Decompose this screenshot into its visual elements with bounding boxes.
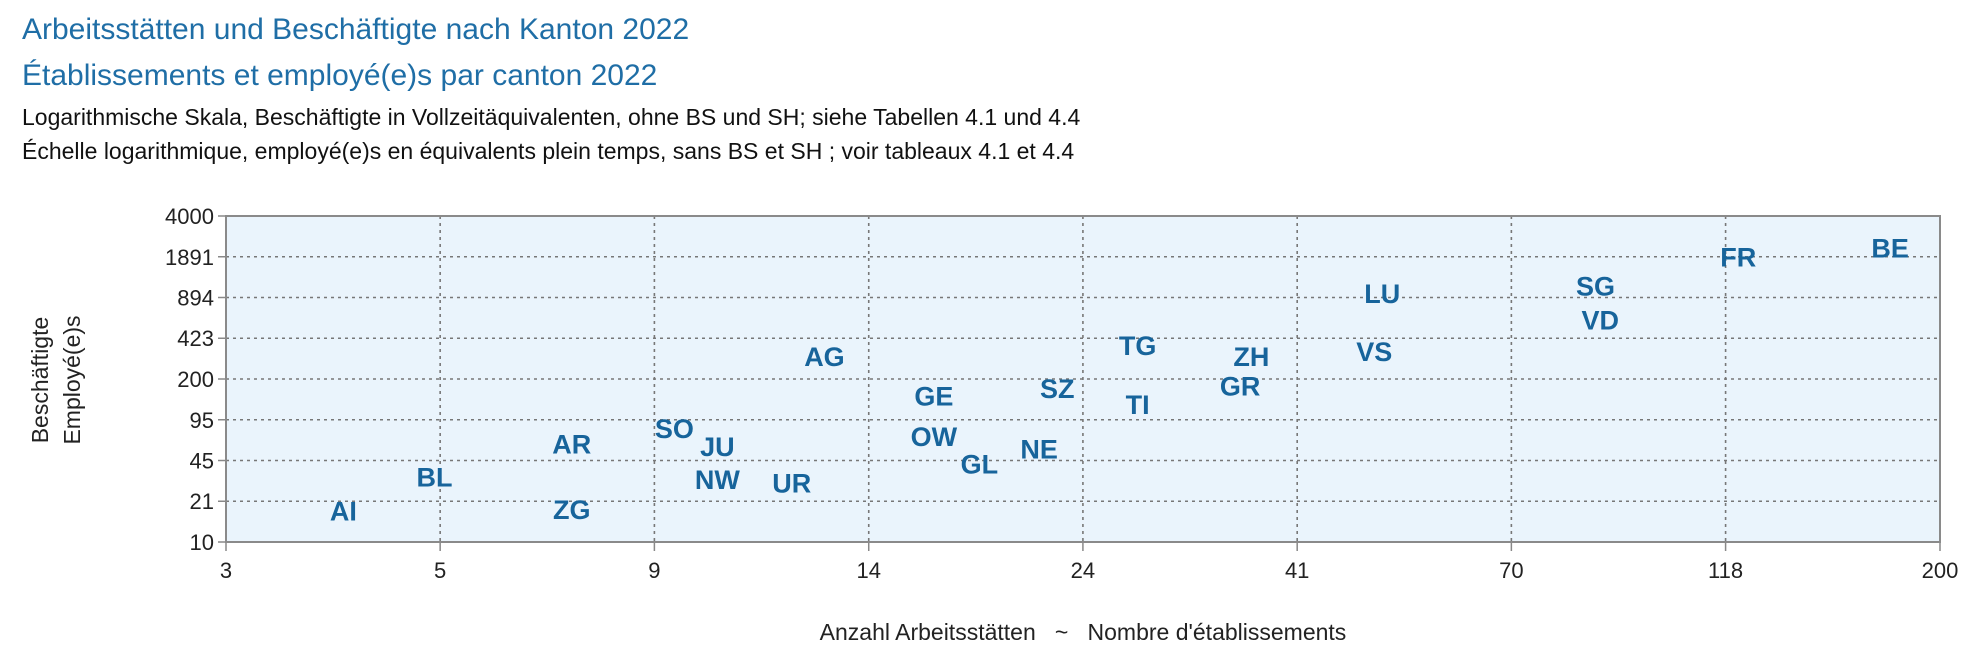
point-label: BL (416, 462, 452, 492)
x-axis-title: Anzahl Arbeitsstätten ~ Nombre d'établis… (820, 619, 1347, 645)
point-label: NW (695, 465, 740, 495)
x-tick-label: 3 (220, 558, 232, 583)
x-tick-label: 24 (1071, 558, 1095, 583)
point-label: UR (772, 469, 811, 499)
x-tick-label: 118 (1708, 558, 1743, 583)
y-tick-label: 894 (177, 285, 214, 310)
point-label: VD (1582, 306, 1620, 336)
x-tick-label: 41 (1285, 558, 1309, 583)
chart-subtitle: Logarithmische Skala, Beschäftigte in Vo… (22, 104, 1080, 130)
y-tick-label: 1891 (165, 245, 214, 270)
point-label: JU (700, 432, 735, 462)
point-label: GR (1220, 371, 1261, 401)
x-tick-label: 9 (648, 558, 660, 583)
point-label: SZ (1040, 374, 1075, 404)
chart-subtitle-fr: Échelle logarithmique, employé(e)s en éq… (22, 138, 1074, 164)
point-label: NE (1020, 435, 1058, 465)
point-label: ZG (553, 495, 591, 525)
y-axis-title-fr: Employé(e)s (59, 315, 85, 444)
point-label: FR (1720, 243, 1756, 273)
point-label: AG (804, 342, 845, 372)
y-tick-label: 21 (190, 489, 214, 514)
point-label: GL (961, 450, 999, 480)
point-label: TI (1126, 390, 1150, 420)
plot-frame (225, 215, 1941, 543)
y-tick-label: 200 (177, 367, 214, 392)
x-tick-label: 5 (434, 558, 446, 583)
point-label: SO (655, 414, 694, 444)
point-label: VS (1356, 337, 1392, 367)
point-label: BE (1871, 234, 1909, 264)
x-tick-label: 70 (1499, 558, 1523, 583)
y-tick-label: 95 (190, 408, 214, 433)
y-tick-label: 45 (190, 449, 214, 474)
point-label: TG (1119, 331, 1157, 361)
point-label: GE (914, 381, 953, 411)
point-label: ZH (1233, 342, 1269, 372)
point-label: AR (552, 429, 591, 459)
y-axis-title: Beschäftigte (27, 317, 53, 444)
chart-title-fr: Établissements et employé(e)s par canton… (22, 59, 657, 92)
point-label: OW (911, 422, 958, 452)
point-label: LU (1364, 279, 1400, 309)
y-tick-label: 423 (177, 326, 214, 351)
point-label: AI (330, 496, 357, 526)
x-tick-label: 200 (1922, 558, 1959, 583)
x-tick-label: 14 (856, 558, 880, 583)
chart-title: Arbeitsstätten und Beschäftigte nach Kan… (22, 13, 689, 46)
y-tick-label: 4000 (165, 204, 214, 229)
point-label: SG (1576, 272, 1615, 302)
y-tick-label: 10 (190, 530, 214, 555)
